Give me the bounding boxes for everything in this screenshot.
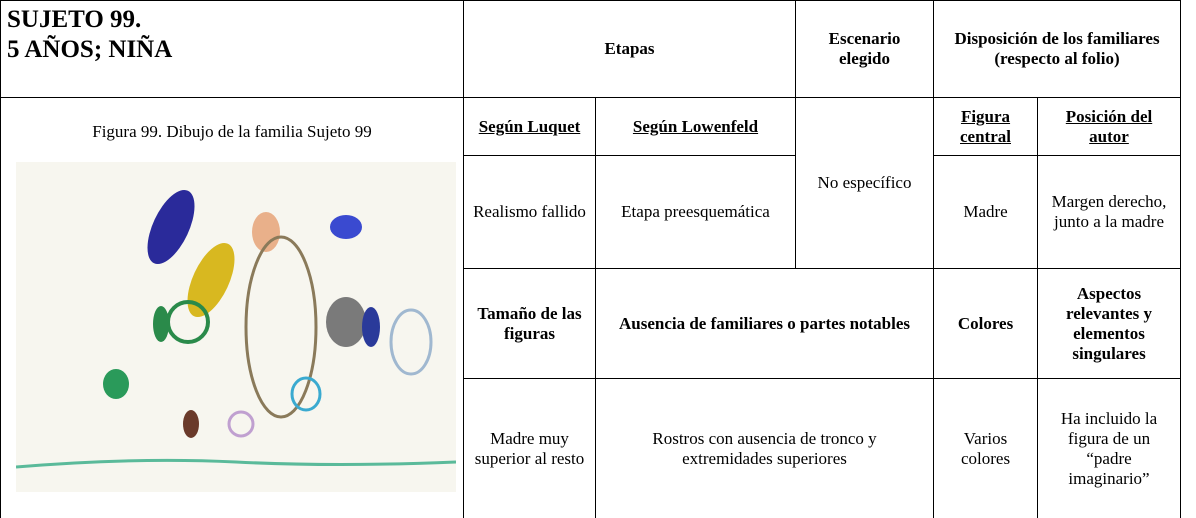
- value-cell: Madre muy superior al resto: [463, 378, 596, 518]
- value-cell: Madre: [933, 155, 1039, 269]
- header-cell: Disposición de los familiares (respecto …: [933, 0, 1182, 98]
- subheader-cell: Tamaño de las figuras: [463, 268, 596, 379]
- value-cell: Margen derecho, junto a la madre: [1037, 155, 1182, 269]
- header-cell: Escenario elegido: [795, 0, 935, 98]
- subheader-cell: Ausencia de familiares o partes notables: [594, 268, 935, 379]
- value-cell: Realismo fallido: [463, 155, 596, 269]
- value-cell: Ha incluido la figura de un “padre imagi…: [1037, 378, 1182, 518]
- drawing-strokes: [15, 189, 457, 469]
- value-cell: Varios colores: [933, 378, 1039, 518]
- subheader-cell: Figura central: [933, 97, 1039, 156]
- value-cell: Etapa preesquemática: [594, 155, 797, 269]
- header-cell: Etapas: [462, 0, 797, 98]
- subject-cell: SUJETO 99. 5 AÑOS; NIÑA: [0, 0, 464, 98]
- subheader-cell: Según Luquet: [463, 97, 596, 156]
- subject-line: SUJETO 99.: [7, 6, 142, 33]
- subheader-cell: Posición del autor: [1037, 97, 1182, 156]
- family-drawing: [15, 162, 457, 492]
- figure-caption: Figura 99. Dibujo de la familia Sujeto 9…: [92, 122, 372, 141]
- subject-line: 5 AÑOS; NIÑA: [7, 36, 173, 63]
- value-cell: No específico: [795, 97, 935, 269]
- subheader-cell: Colores: [933, 268, 1039, 379]
- value-cell: Rostros con ausencia de tronco y extremi…: [594, 378, 935, 518]
- subheader-cell: Aspectos relevantes y elementos singular…: [1037, 268, 1182, 379]
- subheader-cell: Según Lowenfeld: [594, 97, 797, 156]
- paper: [16, 162, 456, 492]
- figure-cell: Figura 99. Dibujo de la familia Sujeto 9…: [0, 97, 464, 518]
